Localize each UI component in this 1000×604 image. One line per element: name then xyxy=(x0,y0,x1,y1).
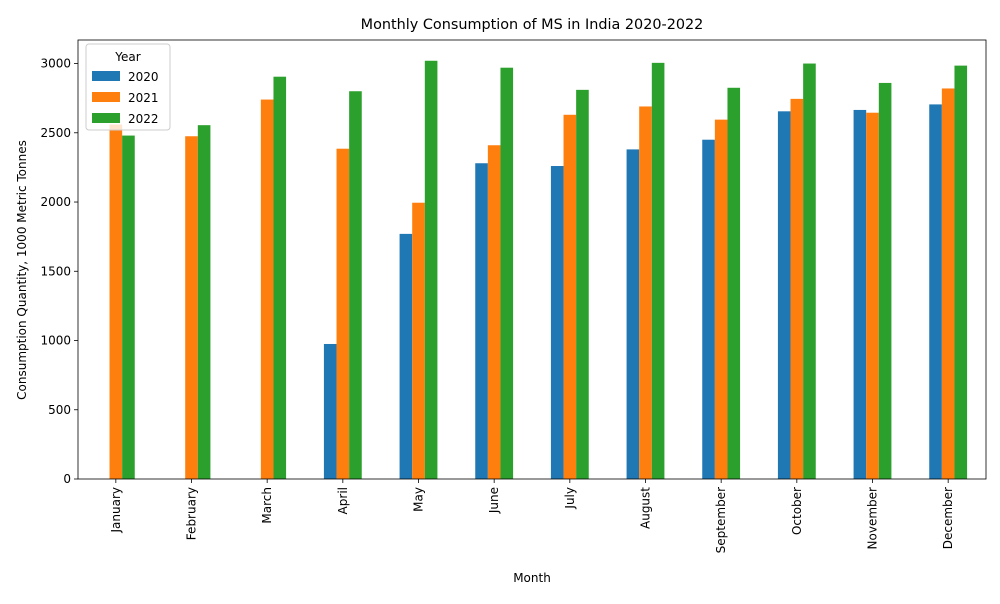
bar-2022-august xyxy=(651,62,665,479)
bar-2021-january xyxy=(109,124,123,479)
bar-2021-april xyxy=(336,148,350,479)
chart-title: Monthly Consumption of MS in India 2020-… xyxy=(361,17,704,33)
bar-2022-november xyxy=(878,82,892,480)
bar-2022-december xyxy=(954,65,968,480)
bar-2021-august xyxy=(639,106,652,479)
bar-2020-december xyxy=(929,104,942,480)
bar-2021-december xyxy=(941,88,955,479)
y-tick-label: 2500 xyxy=(40,126,71,140)
bar-2022-april xyxy=(349,91,362,480)
bar-2022-july xyxy=(576,89,589,479)
x-tick-label: October xyxy=(790,487,804,535)
bar-2021-may xyxy=(412,202,425,479)
bar-2020-june xyxy=(475,163,488,479)
legend-swatch-2022 xyxy=(92,113,120,123)
x-tick-label: July xyxy=(563,487,577,510)
bar-2022-march xyxy=(273,76,287,479)
axes-layer: 0 500 1000 1500 2000 2500 3000 January February M… xyxy=(40,39,987,553)
x-tick-label: November xyxy=(866,487,880,549)
x-tick-label: June xyxy=(487,487,501,514)
bar-2022-may xyxy=(424,60,438,480)
bar-2020-november xyxy=(853,109,867,479)
bar-2020-october xyxy=(777,111,791,479)
x-tick-label: May xyxy=(412,487,426,512)
legend-title: Year xyxy=(114,50,140,64)
x-axis-label: Month xyxy=(513,571,551,585)
bars-layer xyxy=(109,60,968,480)
bar-2021-november xyxy=(866,112,879,480)
legend-box xyxy=(85,43,171,131)
bar-2022-january xyxy=(122,135,135,479)
y-tick-label: 1500 xyxy=(40,264,71,278)
y-tick-label: 0 xyxy=(63,472,71,486)
bar-2022-june xyxy=(500,67,514,479)
bar-2022-september xyxy=(727,87,741,479)
x-tick-label: September xyxy=(714,487,728,553)
x-tick-label: April xyxy=(336,487,350,514)
bar-2020-september xyxy=(702,139,715,479)
bar-2020-may xyxy=(399,233,413,479)
x-tick-label: March xyxy=(260,487,274,524)
legend-swatch-2021 xyxy=(92,92,120,102)
x-tick-label: January xyxy=(109,487,123,534)
legend-label-2022: 2022 xyxy=(128,112,159,126)
legend-label-2020: 2020 xyxy=(128,70,159,84)
y-tick-label: 500 xyxy=(48,403,71,417)
bar-2020-august xyxy=(626,149,640,479)
plot-frame xyxy=(77,39,987,480)
y-tick-label: 3000 xyxy=(40,57,71,71)
legend-swatch-2020 xyxy=(92,71,120,81)
bar-2020-july xyxy=(550,166,564,479)
bar-2021-september xyxy=(714,119,728,479)
legend-label-2021: 2021 xyxy=(128,91,159,105)
bar-2021-june xyxy=(487,145,501,479)
bar-2021-july xyxy=(563,114,577,479)
y-axis-label: Consumption Quantity, 1000 Metric Tonnes xyxy=(15,140,29,400)
x-tick-label: February xyxy=(185,487,199,540)
y-tick-label: 2000 xyxy=(40,195,71,209)
x-tick-label: August xyxy=(639,487,653,529)
bar-2021-october xyxy=(790,98,804,480)
x-tick-label: December xyxy=(941,487,955,549)
bar-2021-february xyxy=(185,136,198,479)
legend: Year 2020 2021 2022 xyxy=(85,43,171,131)
y-tick-label: 1000 xyxy=(40,334,71,348)
bar-2020-april xyxy=(323,343,337,479)
bar-2021-march xyxy=(260,99,274,480)
bar-2022-february xyxy=(197,125,211,480)
bar-2022-october xyxy=(803,63,816,479)
